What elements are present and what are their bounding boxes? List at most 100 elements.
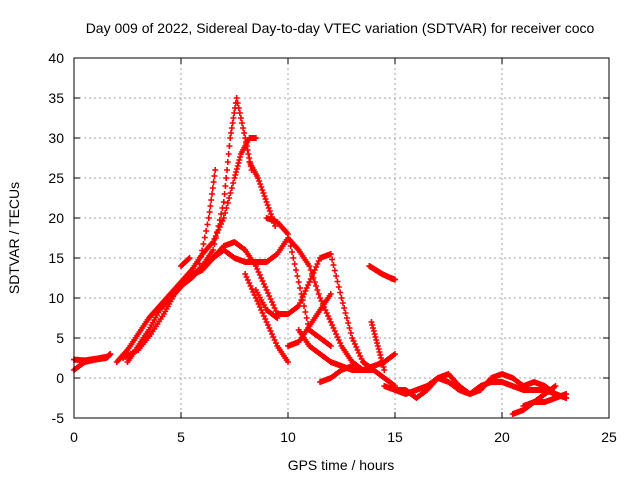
data-point: [299, 297, 306, 303]
y-tick-label: -5: [52, 410, 65, 426]
data-point: [331, 267, 338, 274]
data-point: [255, 175, 262, 181]
data-point: [226, 195, 233, 201]
data-point: [214, 229, 221, 235]
data-point: [372, 334, 379, 340]
data-point: [232, 172, 239, 178]
data-point: [219, 205, 226, 211]
y-tick-label: 30: [48, 130, 64, 146]
data-point: [374, 343, 381, 349]
data-point: [335, 284, 342, 290]
data-point: [552, 383, 559, 389]
series-track-f: [182, 239, 377, 373]
data-point: [293, 267, 300, 273]
data-point: [227, 135, 234, 141]
data-point: [201, 234, 208, 241]
data-point: [206, 209, 213, 215]
data-point: [370, 328, 377, 334]
data-point: [368, 319, 375, 325]
y-tick-label: 5: [56, 330, 64, 346]
data-point: [285, 231, 291, 237]
data-point: [235, 105, 242, 111]
data-point: [212, 235, 219, 241]
data-point: [377, 352, 384, 358]
data-point: [211, 241, 218, 247]
series-track-g: [178, 255, 193, 269]
data-point: [210, 247, 217, 253]
data-point: [301, 303, 308, 309]
data-point: [208, 197, 215, 203]
data-point: [259, 187, 266, 193]
y-axis-label: SDTVAR / TECUs: [6, 182, 22, 294]
data-point: [343, 315, 350, 321]
data-point: [327, 343, 334, 349]
x-tick-label: 5: [177, 429, 185, 445]
data-point: [311, 279, 318, 285]
y-tick-label: 0: [56, 370, 64, 386]
series-track-p: [366, 263, 398, 283]
data-point: [200, 241, 207, 247]
data-point: [256, 178, 263, 184]
data-point: [261, 193, 268, 199]
data-point: [302, 309, 309, 315]
data-point: [236, 157, 243, 163]
data-point: [245, 151, 252, 157]
data-point: [392, 276, 398, 283]
data-point: [223, 175, 230, 181]
data-point: [310, 275, 317, 281]
data-point: [230, 180, 237, 186]
data-point: [237, 115, 244, 121]
data-point: [264, 202, 271, 208]
data-point: [199, 247, 206, 254]
x-tick-label: 0: [70, 429, 78, 445]
series-track-u: [520, 391, 570, 409]
data-point: [274, 315, 281, 321]
data-point: [203, 228, 210, 234]
data-point: [339, 300, 346, 306]
data-point: [267, 211, 274, 217]
y-tick-label: 35: [48, 90, 64, 106]
grid: [74, 58, 609, 418]
data-point: [266, 208, 273, 214]
series-track-c: [113, 135, 259, 365]
data-point: [233, 169, 240, 175]
data-point: [306, 263, 313, 269]
data-point: [334, 278, 341, 285]
data-point: [228, 130, 235, 136]
axis-ticks: 0 5 10 15 20 25 -5 0 5 10 15 20 25 30 35 40: [48, 50, 617, 445]
data-point: [211, 173, 218, 179]
data-point: [297, 285, 304, 291]
data-point: [196, 260, 203, 267]
data-point: [220, 215, 227, 221]
data-point: [209, 185, 216, 191]
data-point: [209, 191, 216, 197]
data-point: [228, 125, 235, 131]
data-point: [220, 199, 227, 205]
data-point: [295, 279, 302, 285]
data-point: [197, 254, 204, 260]
data-point: [392, 351, 398, 357]
data-point: [185, 256, 192, 262]
data-point: [327, 291, 334, 297]
y-tick-label: 40: [48, 50, 64, 66]
data-point: [224, 167, 231, 173]
data-point: [286, 237, 293, 243]
data-point: [231, 175, 238, 181]
data-point: [341, 305, 348, 311]
data-point: [314, 287, 321, 293]
x-tick-label: 20: [494, 429, 510, 445]
data-point: [370, 325, 377, 331]
data-point: [349, 363, 356, 369]
data-point: [233, 166, 240, 172]
data-point: [215, 223, 222, 229]
y-tick-label: 25: [48, 170, 64, 186]
data-point: [290, 255, 297, 261]
data-point: [294, 273, 301, 279]
data-point: [376, 349, 383, 355]
data-point: [226, 143, 233, 149]
data-point: [212, 167, 219, 173]
data-point: [243, 143, 250, 149]
data-point: [260, 190, 267, 196]
data-point: [222, 183, 229, 189]
data-point: [291, 261, 298, 267]
